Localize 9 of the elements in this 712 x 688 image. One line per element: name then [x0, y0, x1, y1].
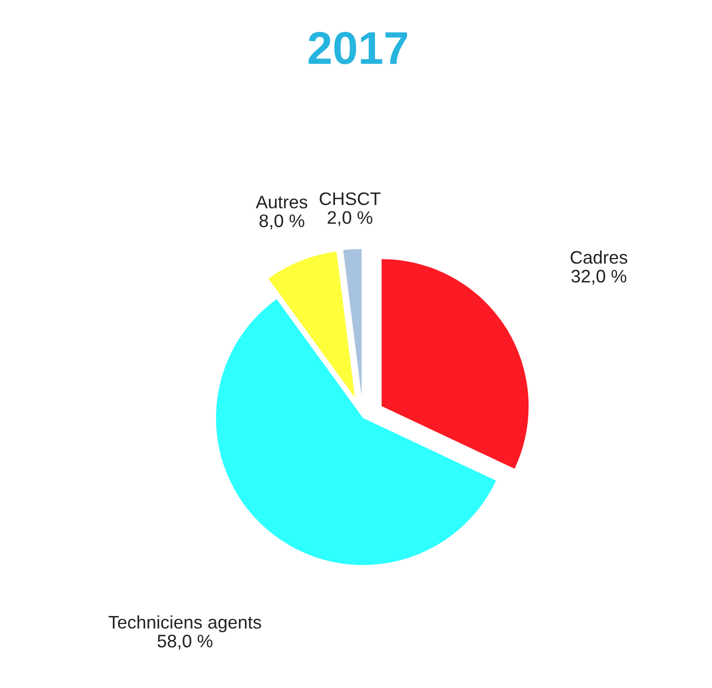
data-label: 32,0 %	[571, 270, 626, 285]
slice-label: Techniciens agents	[108, 615, 262, 632]
slice-label: Autres	[256, 196, 308, 208]
slice-label: CHSCT	[320, 192, 381, 206]
data-label: 8,0 %	[260, 214, 304, 230]
data-label: 2,0 %	[328, 211, 372, 226]
chart-title: 2017	[308, 32, 407, 64]
slice-label: Cadres	[570, 250, 628, 264]
data-label: 58,0 %	[158, 634, 212, 650]
